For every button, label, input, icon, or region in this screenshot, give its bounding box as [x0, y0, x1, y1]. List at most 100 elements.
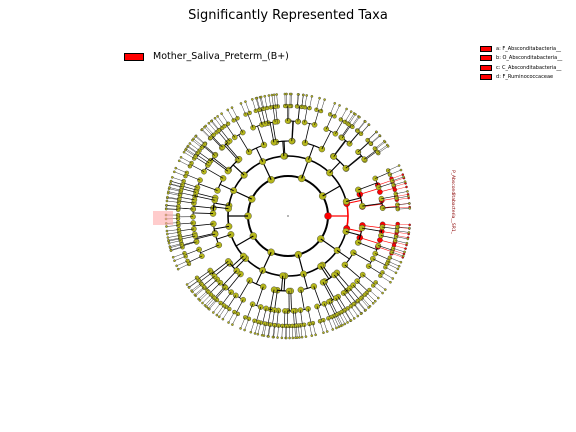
branch-line — [300, 310, 303, 326]
branch-line — [221, 291, 232, 305]
taxon-node — [397, 264, 401, 268]
taxon-node — [364, 120, 367, 123]
taxon-node — [322, 331, 325, 335]
branch-line — [178, 200, 194, 204]
taxon-node — [291, 336, 295, 340]
taxon-node — [359, 312, 363, 316]
branch-line — [307, 308, 312, 324]
branch-line — [368, 265, 382, 275]
branch-line — [205, 167, 224, 179]
branch-line — [169, 188, 181, 192]
branch-line — [381, 231, 397, 235]
branch-line — [382, 206, 398, 209]
branch-line — [300, 325, 303, 338]
branch-line — [304, 123, 310, 144]
branch-line — [228, 311, 235, 323]
taxon-node — [389, 280, 392, 284]
branch-line — [274, 290, 278, 311]
branch-line — [232, 313, 239, 325]
taxon-node — [358, 115, 361, 119]
taxon-node — [376, 296, 380, 300]
branch-line — [261, 109, 266, 124]
branch-line — [227, 273, 241, 290]
branch-line — [224, 144, 239, 161]
branch-line — [293, 310, 295, 326]
group-legend-swatch — [124, 52, 144, 61]
branch-line — [234, 258, 246, 270]
branch-line — [272, 122, 277, 143]
taxon-node — [401, 173, 405, 176]
branch-line — [235, 235, 254, 247]
branch-line — [193, 138, 203, 147]
taxon-node — [305, 156, 312, 164]
taxon-node — [399, 168, 403, 172]
branch-line — [381, 197, 397, 201]
branch-line — [290, 290, 292, 311]
branch-line — [212, 261, 229, 274]
branch-line — [180, 235, 196, 240]
taxon-node — [170, 176, 174, 179]
branch-line — [171, 180, 183, 185]
branch-line — [351, 116, 359, 127]
branch-line — [272, 106, 276, 122]
branch-line — [389, 257, 401, 263]
branch-line — [257, 110, 263, 125]
taxon-node — [215, 313, 219, 317]
branch-line — [321, 131, 332, 150]
taxon-node — [396, 267, 400, 271]
branch-line — [219, 306, 227, 317]
taxon-node — [331, 328, 335, 331]
branch-line — [382, 226, 398, 230]
branch-line — [397, 203, 410, 205]
taxon-node — [276, 336, 279, 339]
branch-line — [169, 240, 181, 244]
branch-line — [212, 136, 223, 148]
root-node — [287, 215, 289, 217]
branch-line — [257, 322, 261, 335]
branch-line — [394, 186, 407, 191]
branch-line — [225, 143, 240, 160]
clade-legend-item: a: F_Absconditabacteria__ — [480, 44, 562, 54]
taxon-node — [169, 249, 173, 252]
taxon-node — [407, 194, 410, 198]
taxon-node — [305, 94, 309, 97]
branch-line — [174, 171, 186, 177]
branch-line — [261, 323, 265, 336]
branch-line — [320, 266, 330, 280]
branch-line — [391, 174, 403, 179]
branch-line — [168, 193, 180, 196]
branch-line — [367, 131, 377, 141]
branch-line — [347, 113, 355, 124]
group-legend: Mother_Saliva_Preterm_(B+) — [124, 51, 289, 62]
branch-line — [166, 229, 179, 232]
taxon-node — [213, 116, 217, 120]
branch-line — [333, 315, 340, 327]
branch-line — [387, 263, 399, 270]
branch-line — [235, 299, 244, 314]
branch-line — [361, 227, 382, 232]
taxon-node — [259, 95, 263, 99]
taxon-node — [217, 315, 221, 319]
branch-line — [202, 129, 211, 138]
branch-line — [397, 226, 410, 229]
branch-line — [244, 318, 250, 331]
taxon-node — [295, 336, 299, 339]
taxon-node — [174, 166, 178, 170]
branch-line — [174, 256, 186, 261]
branch-line — [334, 105, 340, 117]
taxon-node — [391, 277, 395, 280]
taxon-node — [182, 150, 186, 154]
branch-line — [345, 231, 361, 236]
clade-legend-swatch — [480, 45, 492, 52]
branch-line — [204, 296, 214, 306]
branch-line — [395, 240, 407, 244]
taxon-node — [301, 93, 305, 97]
taxon-node — [221, 317, 225, 321]
branch-line — [357, 121, 366, 132]
branch-line — [324, 303, 331, 318]
taxon-node — [167, 241, 171, 245]
branch-line — [205, 125, 214, 135]
branch-line — [169, 243, 182, 247]
clade-legend-item: b: O_Absconditabacteria__ — [480, 54, 562, 64]
branch-line — [167, 232, 180, 235]
